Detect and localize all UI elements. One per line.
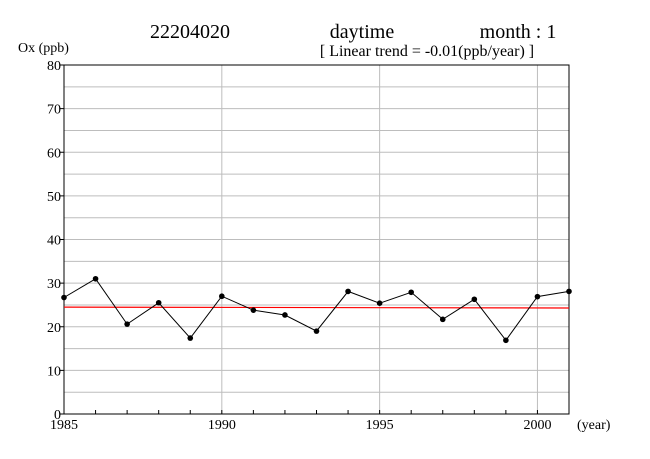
- data-point: [566, 288, 572, 295]
- chart-period-label: daytime: [330, 21, 395, 43]
- y-tick-label: 50: [47, 190, 61, 205]
- x-tick-label: 1985: [50, 418, 78, 433]
- chart-month-label: month : 1: [480, 21, 557, 43]
- y-tick-label: 30: [47, 277, 61, 292]
- trend-layer: [63, 306, 570, 309]
- grid: [64, 65, 569, 414]
- data-point: [376, 300, 383, 306]
- y-tick-label: 40: [47, 234, 61, 249]
- chart-trend-label: [ Linear trend = -0.01(ppb/year) ]: [320, 43, 534, 60]
- x-axis: 1985 1990 1995 2000: [50, 410, 570, 433]
- x-tick-label: 1990: [208, 418, 236, 433]
- x-tick-label: 2000: [523, 418, 551, 433]
- data-point: [219, 293, 225, 300]
- data-point: [92, 275, 99, 282]
- y-tick-label: 10: [47, 364, 61, 379]
- y-axis-label: Ox (ppb): [18, 41, 69, 56]
- y-tick-label: 60: [47, 146, 61, 161]
- y-tick-label: 0: [54, 408, 61, 423]
- y-tick-label: 80: [47, 59, 61, 74]
- data-point: [439, 316, 446, 323]
- data-point: [313, 328, 320, 334]
- data-point: [408, 289, 414, 296]
- x-tick-label: 1995: [366, 418, 394, 433]
- x-axis-label: (year): [577, 418, 611, 433]
- data-point: [503, 337, 509, 344]
- data-point: [345, 288, 351, 295]
- data-point: [471, 296, 478, 303]
- data-point: [124, 321, 130, 327]
- y-tick-label: 20: [47, 321, 61, 336]
- series-layer: [61, 275, 572, 344]
- data-point: [282, 312, 288, 318]
- trend-line: [63, 306, 570, 309]
- data-point: [187, 335, 194, 341]
- chart-station-id: 22204020: [150, 21, 230, 43]
- y-tick-label: 70: [47, 103, 61, 118]
- data-point: [250, 307, 257, 313]
- data-point: [155, 299, 162, 306]
- data-point: [534, 293, 541, 300]
- data-point: [61, 294, 67, 301]
- y-axis: 0 10 20 30 40 50 60 70 80: [47, 59, 64, 423]
